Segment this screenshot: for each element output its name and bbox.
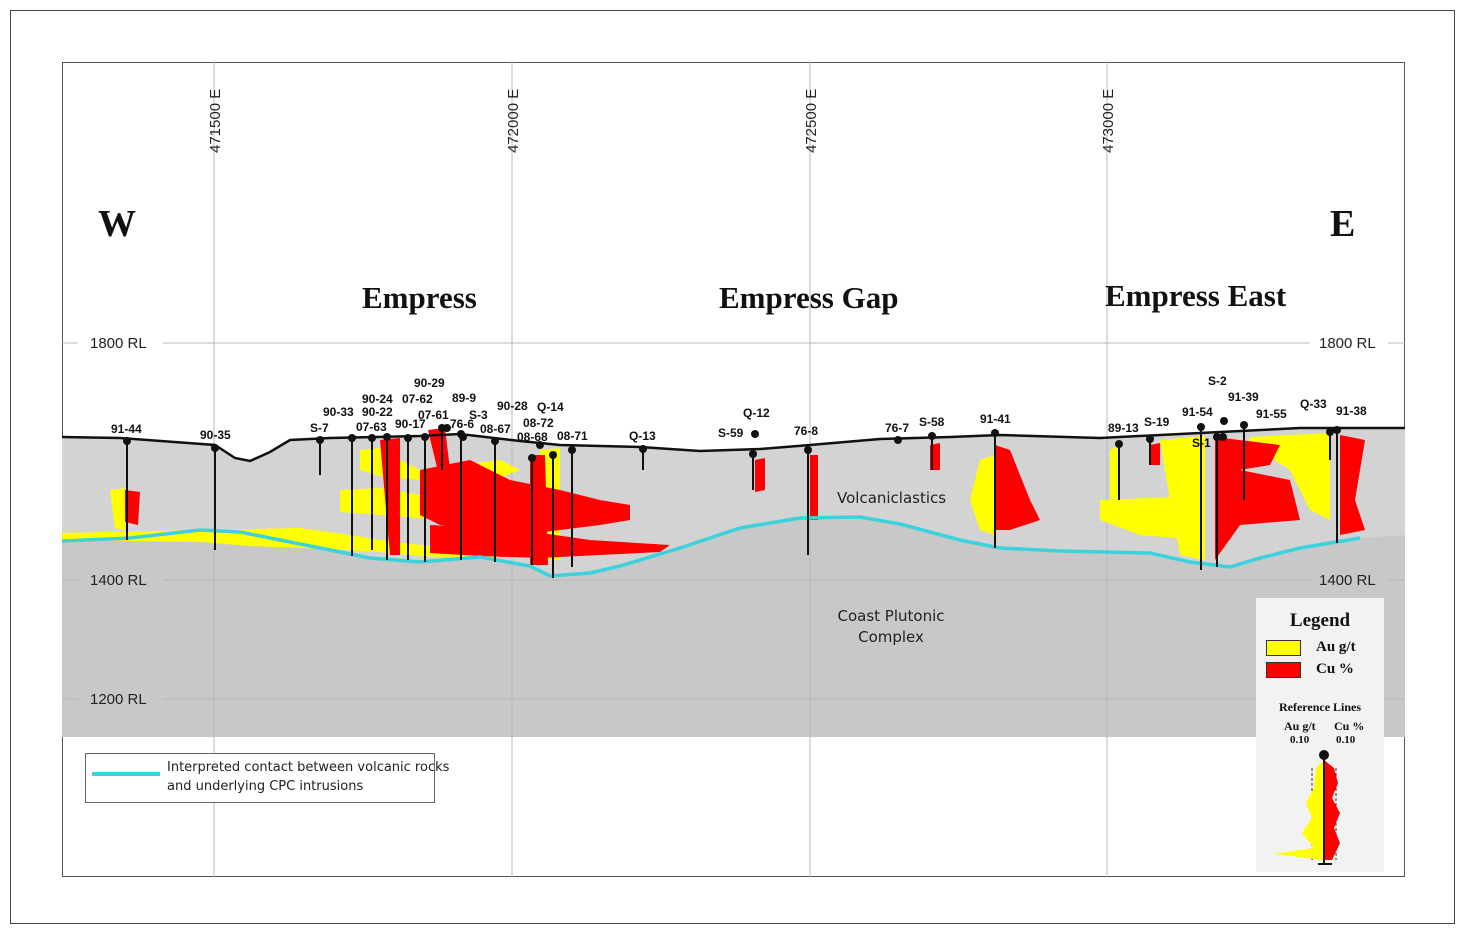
interpreted-contact-line [61,515,1361,578]
drillhole-label: 08-72 [523,416,554,430]
elevation-label-left: 1800 RL [90,335,147,352]
easting-label: 472000 E [505,89,522,153]
drillhole-label: 90-28 [497,399,528,413]
drillhole-label: 89-13 [1108,421,1139,435]
legend-label-au: Au g/t [1316,639,1356,655]
easting-label: 471500 E [207,89,224,153]
drillhole-label: 76-6 [450,417,474,431]
drillhole-label: 90-22 [362,405,393,419]
zone-title-empress: Empress [362,280,477,315]
west-label: W [98,203,136,245]
drillhole-label: S-3 [469,408,488,422]
contact-legend-text-line2: and underlying CPC intrusions [167,779,364,794]
drillhole-label: 90-17 [395,417,426,431]
drillhole-traces [126,425,1338,578]
drillhole-label: Q-12 [743,406,770,420]
drillhole-label: 91-54 [1182,405,1213,419]
unit-label-cpc: Complex [858,628,924,646]
topography-line [61,426,1405,463]
contact-legend-text-line1: Interpreted contact between volcanic roc… [167,760,450,775]
drillhole-label: S-19 [1144,415,1170,429]
easting-label: 472500 E [803,89,820,153]
drillhole-label: 08-71 [557,429,588,443]
legend-swatch-au [1266,640,1301,656]
drillhole-label: 07-61 [418,408,449,422]
unit-label-volcaniclastics: Volcaniclastics [837,489,946,507]
legend-ref-cu-label: Cu % [1334,719,1365,733]
drillhole-label: Q-14 [537,400,564,414]
drillhole-label: 91-38 [1336,404,1367,418]
legend-title: Legend [1289,610,1351,631]
contact-legend-swatch [92,772,160,776]
drillhole-label: 89-9 [452,391,476,405]
drillhole-label: 76-8 [794,424,818,438]
unit-label-cpc: Coast Plutonic [837,607,944,625]
drillhole-label: S-59 [718,426,744,440]
legend-label-cu: Cu % [1316,661,1354,677]
drillhole-label: 07-63 [356,420,387,434]
legend-ref-au-value: 0.10 [1290,734,1310,746]
drillhole-label: 07-62 [402,392,433,406]
drillhole-label: 91-44 [111,422,142,436]
elevation-label-left: 1400 RL [90,572,147,589]
contact-legend: Interpreted contact between volcanic roc… [85,753,449,803]
elevation-label-right: 1800 RL [1319,335,1376,352]
zone-title-empress-gap: Empress Gap [719,280,898,315]
east-label: E [1330,203,1355,245]
drillhole-label: S-58 [919,415,945,429]
intrusion-body [62,517,1405,737]
legend-swatch-cu [1266,662,1301,678]
drillhole-label: 08-67 [480,422,511,436]
drillhole-label: 90-33 [323,405,354,419]
legend-example-hole [1274,750,1340,865]
elevation-label-right: 1400 RL [1319,572,1376,589]
legend-ref-au-label: Au g/t [1284,719,1316,733]
drillhole-label: Q-33 [1300,397,1327,411]
drillhole-label: 90-35 [200,428,231,442]
drillhole-label: S-2 [1208,374,1227,388]
drillhole-collars [123,417,1341,462]
drillhole-label: 76-7 [885,421,909,435]
elevation-label-left: 1200 RL [90,691,147,708]
legend-ref-cu-value: 0.10 [1336,734,1356,746]
drillhole-label: 90-29 [414,376,445,390]
outer-frame [10,10,1455,924]
drillhole-label: 91-39 [1228,390,1259,404]
legend-ref-title: Reference Lines [1278,700,1362,714]
drillhole-label: 90-24 [362,392,393,406]
drillhole-label: 91-55 [1256,407,1287,421]
drillhole-label: 91-41 [980,412,1011,426]
zone-title-empress-east: Empress East [1105,278,1287,313]
drillhole-label: S-1 [1192,436,1211,450]
easting-label: 473000 E [1100,89,1117,153]
assay-legend: Legend Au g/t Cu % Reference Lines Au g/… [1256,598,1384,872]
drillhole-label: 08-68 [517,430,548,444]
drillhole-label: Q-13 [629,429,656,443]
drillhole-label: S-7 [310,421,329,435]
